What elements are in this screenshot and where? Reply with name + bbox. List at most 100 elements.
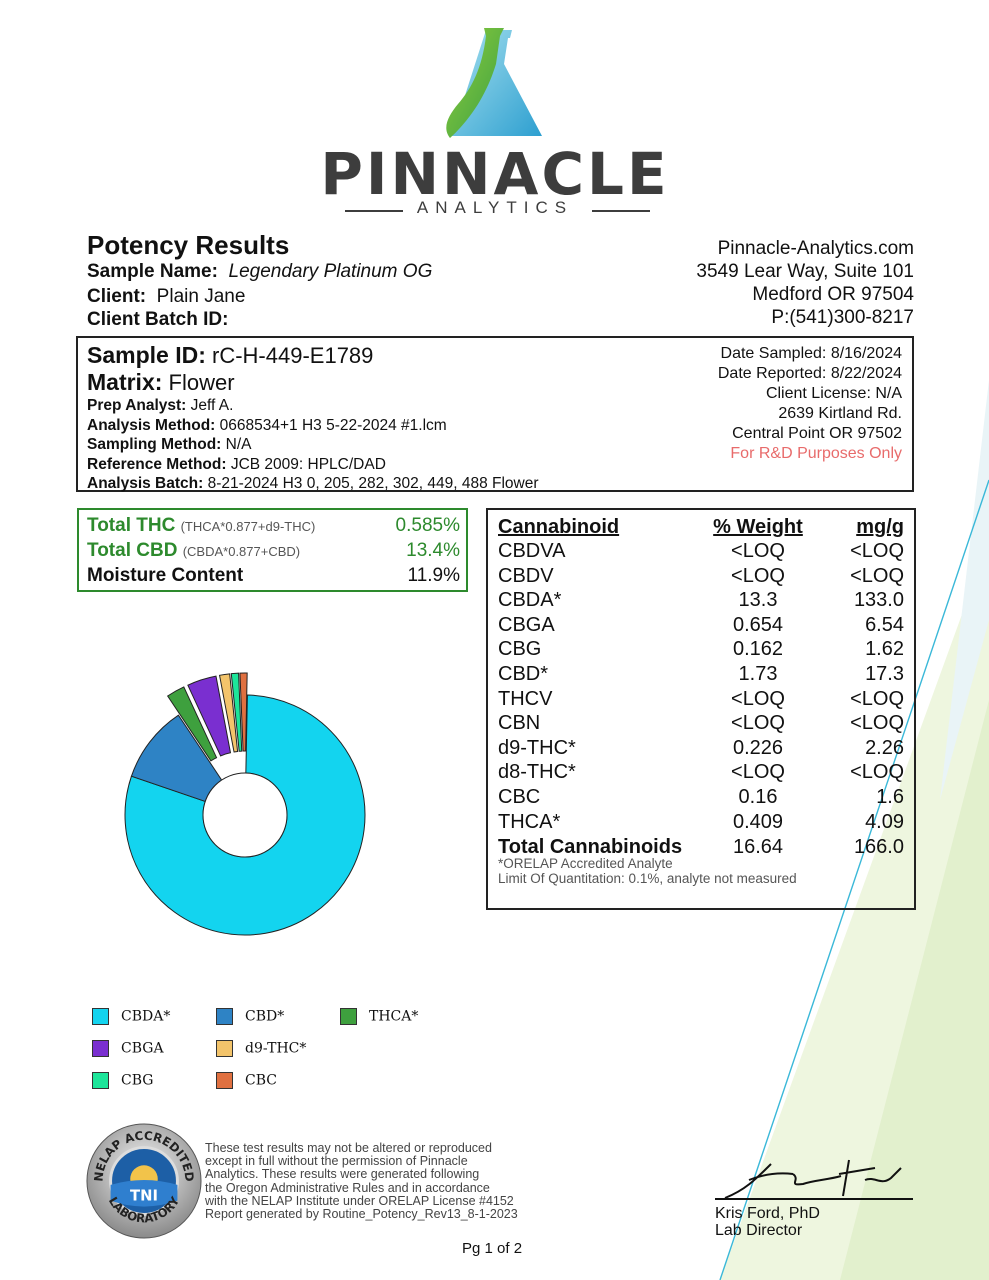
moisture-row: Moisture Content 11.9%	[87, 565, 460, 589]
disclaimer-line: These test results may not be altered or…	[205, 1141, 492, 1155]
cannabinoid-name: CBGA	[498, 613, 555, 636]
date-sampled: Date Sampled: 8/16/2024	[720, 345, 902, 362]
table-row: CBDA* 13.3 133.0	[498, 589, 904, 613]
signature-image	[724, 1159, 902, 1199]
sampling-method-label: Sampling Method:	[87, 436, 222, 453]
legend-label: CBC	[245, 1072, 277, 1089]
signature-line	[715, 1198, 913, 1200]
signer-name: Kris Ford, PhD	[715, 1205, 820, 1222]
legend-label: CBD*	[245, 1008, 285, 1025]
sample-id-value: rC-H-449-E1789	[212, 343, 374, 368]
sample-name-row: Sample Name: Legendary Platinum OG	[87, 261, 432, 283]
client-batch-row: Client Batch ID:	[87, 309, 228, 331]
cannabinoid-weight: 0.226	[732, 736, 784, 759]
analysis-method-value: 0668534+1 H3 5-22-2024 #1.lcm	[219, 416, 447, 434]
table-row: CBDV <LOQ <LOQ	[498, 565, 904, 589]
client-address-line1: 2639 Kirtland Rd.	[778, 405, 902, 422]
reference-method-label: Reference Method:	[87, 455, 227, 473]
cannabinoid-mg: 4.09	[865, 810, 904, 833]
lab-website: Pinnacle-Analytics.com	[717, 238, 914, 259]
disclaimer-line: Analytics. These results were generated …	[205, 1167, 480, 1182]
sample-id-label: Sample ID:	[87, 342, 206, 368]
client-license: Client License: N/A	[765, 385, 902, 402]
legend-label: CBGA	[121, 1040, 164, 1057]
signer-block: Kris Ford, PhD Lab Director	[715, 1205, 820, 1239]
sample-name-value: Legendary Platinum OG	[228, 261, 433, 282]
legend-item: d9-THC*	[216, 1040, 306, 1057]
legend-item: CBC	[216, 1072, 277, 1089]
analysis-batch-value: 8-21-2024 H3 0, 205, 282, 302, 449, 488 …	[207, 475, 539, 492]
total-cbd-label: Total CBD	[87, 540, 178, 561]
moisture-label: Moisture Content	[87, 565, 244, 586]
legend-label: CBG	[121, 1072, 154, 1089]
lab-address-line1: 3549 Lear Way, Suite 101	[696, 261, 914, 282]
loq-note: Limit Of Quantitation: 0.1%, analyte not…	[498, 871, 797, 886]
sample-name-label: Sample Name:	[87, 261, 218, 282]
cannabinoid-name: d8-THC*	[498, 761, 576, 784]
cannabinoid-name: CBDA*	[498, 589, 562, 612]
disclaimer-line: with the NELAP Institute under ORELAP Li…	[205, 1193, 514, 1208]
legend-swatch	[216, 1072, 233, 1089]
total-cannabinoids-row: Total Cannabinoids 16.64 166.0	[498, 836, 904, 860]
pie-slice-cbc	[239, 672, 248, 752]
rd-purposes-note: For R&D Purposes Only	[730, 445, 902, 462]
cannabinoid-weight: 0.162	[732, 638, 784, 661]
cannabinoid-weight: <LOQ	[731, 761, 785, 784]
client-batch-label: Client Batch ID:	[87, 309, 229, 330]
legend-item: CBD*	[216, 1008, 284, 1025]
disclaimer-line: the Oregon Administrative Rules and in a…	[205, 1180, 490, 1195]
cannabinoid-mg: <LOQ	[850, 761, 904, 784]
table-row: d8-THC* <LOQ <LOQ	[498, 761, 904, 785]
legend-swatch	[216, 1008, 233, 1025]
cannabinoid-name: THCA*	[498, 810, 561, 833]
legend-swatch	[92, 1040, 109, 1057]
totals-box: Total THC (THCA*0.877+d9-THC) 0.585% Tot…	[77, 508, 468, 592]
matrix-value: Flower	[168, 370, 235, 395]
table-row: CBGA 0.654 6.54	[498, 614, 904, 638]
client-value: Plain Jane	[156, 286, 246, 307]
total-thc-value: 0.585%	[395, 515, 460, 536]
legend-item: CBDA*	[92, 1008, 170, 1025]
cannabinoid-pie-chart	[124, 672, 366, 936]
sample-details: Prep Analyst: Jeff A. Analysis Method: 0…	[87, 396, 539, 494]
cannabinoid-name: CBDVA	[498, 540, 566, 562]
pie-slice-cbg	[230, 672, 243, 752]
brand-wordmark: PINNACLE	[320, 140, 670, 208]
disclaimer-line: Report generated by Routine_Potency_Rev1…	[205, 1207, 518, 1222]
sample-info-box: Sample ID: rC-H-449-E1789 Matrix: Flower…	[76, 336, 914, 492]
table-row: CBN <LOQ <LOQ	[498, 712, 904, 736]
analysis-batch-label: Analysis Batch:	[87, 475, 204, 492]
cannabinoid-weight: 1.73	[738, 663, 778, 685]
cannabinoid-mg: <LOQ	[850, 540, 904, 562]
pie-slice-d9-thc	[218, 673, 239, 753]
cannabinoid-name: THCV	[498, 687, 553, 710]
lab-address-line2: Medford OR 97504	[752, 284, 914, 305]
cannabinoid-name: d9-THC*	[498, 736, 576, 759]
legend-swatch	[92, 1072, 109, 1089]
total-cannabinoids-mg: 166.0	[853, 836, 904, 858]
cannabinoid-mg: 2.26	[865, 736, 904, 759]
date-reported: Date Reported: 8/22/2024	[717, 365, 902, 382]
cannabinoid-mg: 6.54	[865, 613, 904, 636]
brand-divider-left	[345, 210, 403, 212]
cannabinoid-name: CBN	[498, 712, 541, 735]
client-label: Client:	[87, 286, 147, 307]
lab-phone: P:(541)300-8217	[771, 307, 914, 328]
legend-item: CBGA	[92, 1040, 164, 1057]
total-cannabinoids-weight: 16.64	[732, 836, 784, 858]
cannabinoid-weight: 0.16	[738, 786, 778, 808]
cannabinoid-weight: <LOQ	[731, 712, 785, 735]
total-thc-formula: (THCA*0.877+d9-THC)	[180, 519, 316, 534]
prep-analyst-value: Jeff A.	[190, 397, 234, 414]
flask-logo-icon	[446, 28, 542, 138]
cannabinoid-mg: <LOQ	[850, 687, 904, 710]
table-header-row: Cannabinoid % Weight mg/g	[498, 516, 904, 540]
table-row: d9-THC* 0.226 2.26	[498, 737, 904, 761]
pie-slice-cbga	[187, 675, 232, 757]
cannabinoid-table: Cannabinoid % Weight mg/g CBDVA <LOQ <LOQ C…	[486, 508, 916, 910]
cannabinoid-name: CBD*	[498, 663, 549, 685]
cannabinoid-mg: 17.3	[865, 663, 904, 685]
cannabinoid-mg: 133.0	[853, 589, 904, 612]
moisture-value: 11.9%	[407, 565, 460, 586]
